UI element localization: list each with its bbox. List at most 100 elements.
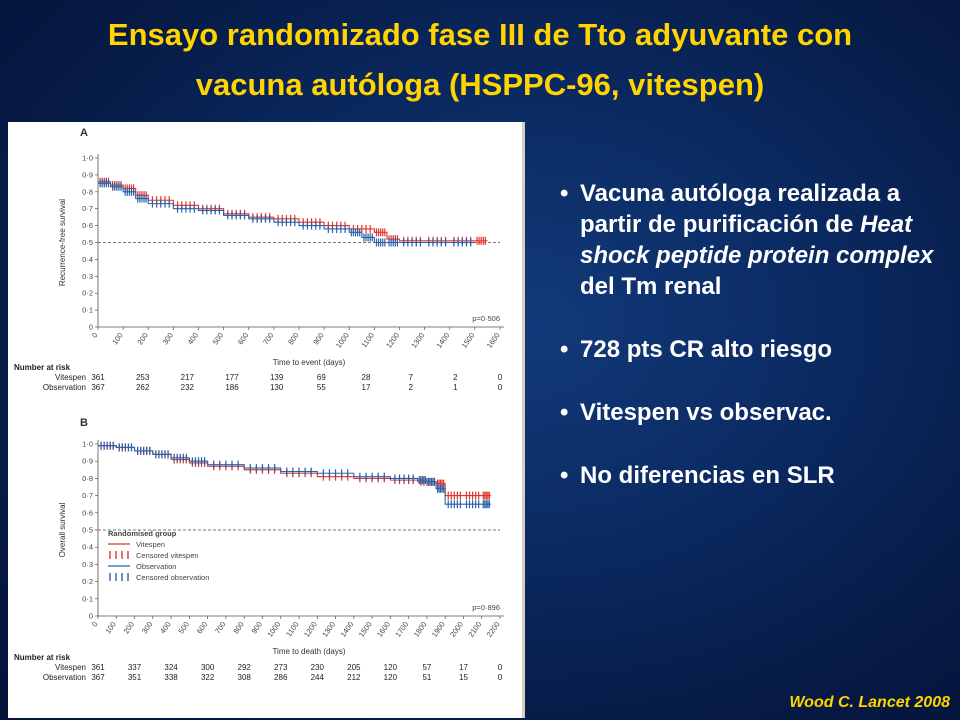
bullet-list: Vacuna autóloga realizada a partir de pu… (558, 178, 948, 491)
panel-b-y-tick-label: 0·6 (82, 508, 93, 517)
panel-b-risk-value: 322 (201, 673, 215, 682)
panel-a-risk-value: 55 (317, 383, 326, 392)
panel-b-risk-value: 120 (384, 673, 398, 682)
panel-b-risk-value: 324 (164, 663, 178, 672)
panel-a-risk-value: 130 (270, 383, 284, 392)
panel-b-risk-value: 273 (274, 663, 288, 672)
panel-b-y-tick-label: 1·0 (82, 440, 93, 449)
panel-b-risk-value: 0 (498, 673, 503, 682)
panel-b-x-tick-label: 1300 (320, 620, 337, 639)
bullet-result: No diferencias en SLR (558, 460, 948, 491)
panel-b-y-tick-label: 0·3 (82, 560, 93, 569)
panel-a-x-tick-label: 200 (135, 331, 150, 346)
panel-a-x-tick-label: 0 (90, 331, 100, 340)
panel-a-risk-value: 0 (498, 383, 503, 392)
panel-b-x-tick-label: 800 (231, 620, 246, 635)
bullet-arms: Vitespen vs observac. (558, 397, 948, 428)
panel-a-x-tick-label: 1300 (409, 331, 426, 350)
bullet-vaccine-tail: del Tm renal (580, 273, 722, 300)
panel-a-risk-value: 361 (91, 373, 105, 382)
km-figure: A 0 0·1 0·2 0·3 0·4 0·5 0·6 0·7 0·8 0·9 1·0 0 100 200 3… (8, 122, 525, 718)
panel-b-risk-value: 286 (274, 673, 288, 682)
panel-b-risk-value: 351 (128, 673, 142, 682)
bullet-vaccine-text: Vacuna autóloga realizada a partir de pu… (580, 180, 901, 238)
panel-a-x-tick-label: 1500 (460, 331, 477, 350)
panel-b-risk-value: 57 (422, 663, 431, 672)
panel-b-legend-entry: Observation (136, 562, 176, 571)
panel-b-x-tick-label: 600 (195, 620, 210, 635)
panel-b-x-tick-label: 0 (90, 620, 100, 629)
panel-b-risk-value: 17 (459, 663, 468, 672)
panel-b-y-tick-label: 0 (89, 612, 93, 621)
panel-b-x-tick-label: 700 (213, 620, 228, 635)
panel-b-risk-value: 337 (128, 663, 142, 672)
panel-a-risk-label: Observation (43, 383, 86, 392)
panel-b-risk-value: 300 (201, 663, 215, 672)
panel-a-x-tick-label: 1400 (434, 331, 451, 350)
panel-b-x-tick-label: 1100 (284, 620, 301, 638)
panel-a-risk-value: 2 (453, 373, 458, 382)
panel-b-risk-value: 120 (384, 663, 398, 672)
panel-b-x-tick-label: 900 (250, 620, 265, 635)
panel-a-risk-value: 2 (408, 383, 413, 392)
panel-b-x-tick-label: 1800 (412, 620, 429, 639)
bullet-vaccine-italic: Heat shock peptide protein complex (580, 211, 934, 269)
panel-a-x-tick-label: 300 (160, 331, 175, 346)
panel-b-risk-value: 15 (459, 673, 468, 682)
panel-b-y-tick-label: 0·8 (82, 474, 93, 483)
panel-b-legend-title: Randomised group (108, 529, 177, 538)
panel-a-risk-value: 7 (408, 373, 413, 382)
panel-b-risk-value: 212 (347, 673, 361, 682)
panel-b-risk-value: 308 (238, 673, 252, 682)
panel-b-legend-entry: Censored observation (136, 573, 209, 582)
panel-a-x-tick-label: 500 (211, 331, 226, 346)
panel-b-x-tick-label: 100 (103, 620, 118, 635)
km-curves-svg: A00·10·20·30·40·50·60·70·80·91·00 100 200 3… (14, 127, 504, 682)
panel-a-risk-value: 1 (453, 383, 458, 392)
panel-b-y-tick-label: 0·1 (82, 594, 93, 603)
panel-a-y-tick-label: 0·3 (82, 272, 93, 281)
panel-a-risk-value: 253 (136, 373, 150, 382)
panel-b-risk-value: 51 (422, 673, 431, 682)
panel-a-risk-value: 262 (136, 383, 150, 392)
panel-b-x-tick-label: 200 (122, 620, 137, 635)
panel-a-y-tick-label: 0·7 (82, 204, 93, 213)
panel-b-x-tick-label: 1500 (357, 620, 374, 639)
panel-a-y-tick-label: 0·9 (82, 170, 93, 179)
panel-b-x-tick-label: 2100 (466, 620, 483, 639)
panel-b-y-tick-label: 0·2 (82, 577, 93, 586)
citation: Wood C. Lancet 2008 (789, 694, 950, 711)
panel-a-x-tick-label: 600 (236, 331, 251, 346)
panel-a-risk-value: 69 (317, 373, 326, 382)
panel-a-y-tick-label: 0 (89, 323, 93, 332)
panel-a-x-axis-label: Time to event (days) (273, 358, 346, 367)
panel-b-legend-entry: Vitespen (136, 540, 165, 549)
slide-title: Ensayo randomizado fase III de Tto adyuv… (0, 10, 960, 110)
panel-b-risk-value: 244 (311, 673, 325, 682)
panel-a-risk-value: 217 (181, 373, 195, 382)
panel-b-x-tick-label: 1000 (265, 620, 282, 639)
panel-b-risk-value: 292 (238, 663, 252, 672)
panel-a-risk-header: Number at risk (14, 363, 71, 372)
panel-b-risk-value: 205 (347, 663, 361, 672)
panel-b-legend-entry: Censored vitespen (136, 551, 199, 560)
panel-a-risk-value: 232 (181, 383, 195, 392)
panel-b-y-tick-label: 0·7 (82, 491, 93, 500)
panel-b-y-tick-label: 0·4 (82, 543, 93, 552)
panel-a-x-tick-label: 1000 (334, 331, 351, 350)
panel-b-x-tick-label: 1400 (339, 620, 356, 639)
panel-b-label: B (80, 417, 88, 429)
panel-b-x-tick-label: 2200 (485, 620, 502, 639)
panel-b-observation-curve (98, 445, 491, 505)
panel-b-x-tick-label: 2000 (448, 620, 465, 639)
panel-a-x-tick-label: 700 (261, 331, 276, 346)
panel-a-x-tick-label: 800 (286, 331, 301, 346)
panel-a-x-tick-label: 1200 (384, 331, 401, 350)
panel-b-x-tick-label: 500 (176, 620, 191, 635)
panel-b-x-tick-label: 1200 (302, 620, 319, 639)
panel-b-risk-label: Observation (43, 673, 86, 682)
panel-b-risk-value: 0 (498, 663, 503, 672)
panel-b-risk-label: Vitespen (55, 663, 86, 672)
panel-a-y-tick-label: 0·4 (82, 255, 93, 264)
panel-a-risk-label: Vitespen (55, 373, 86, 382)
